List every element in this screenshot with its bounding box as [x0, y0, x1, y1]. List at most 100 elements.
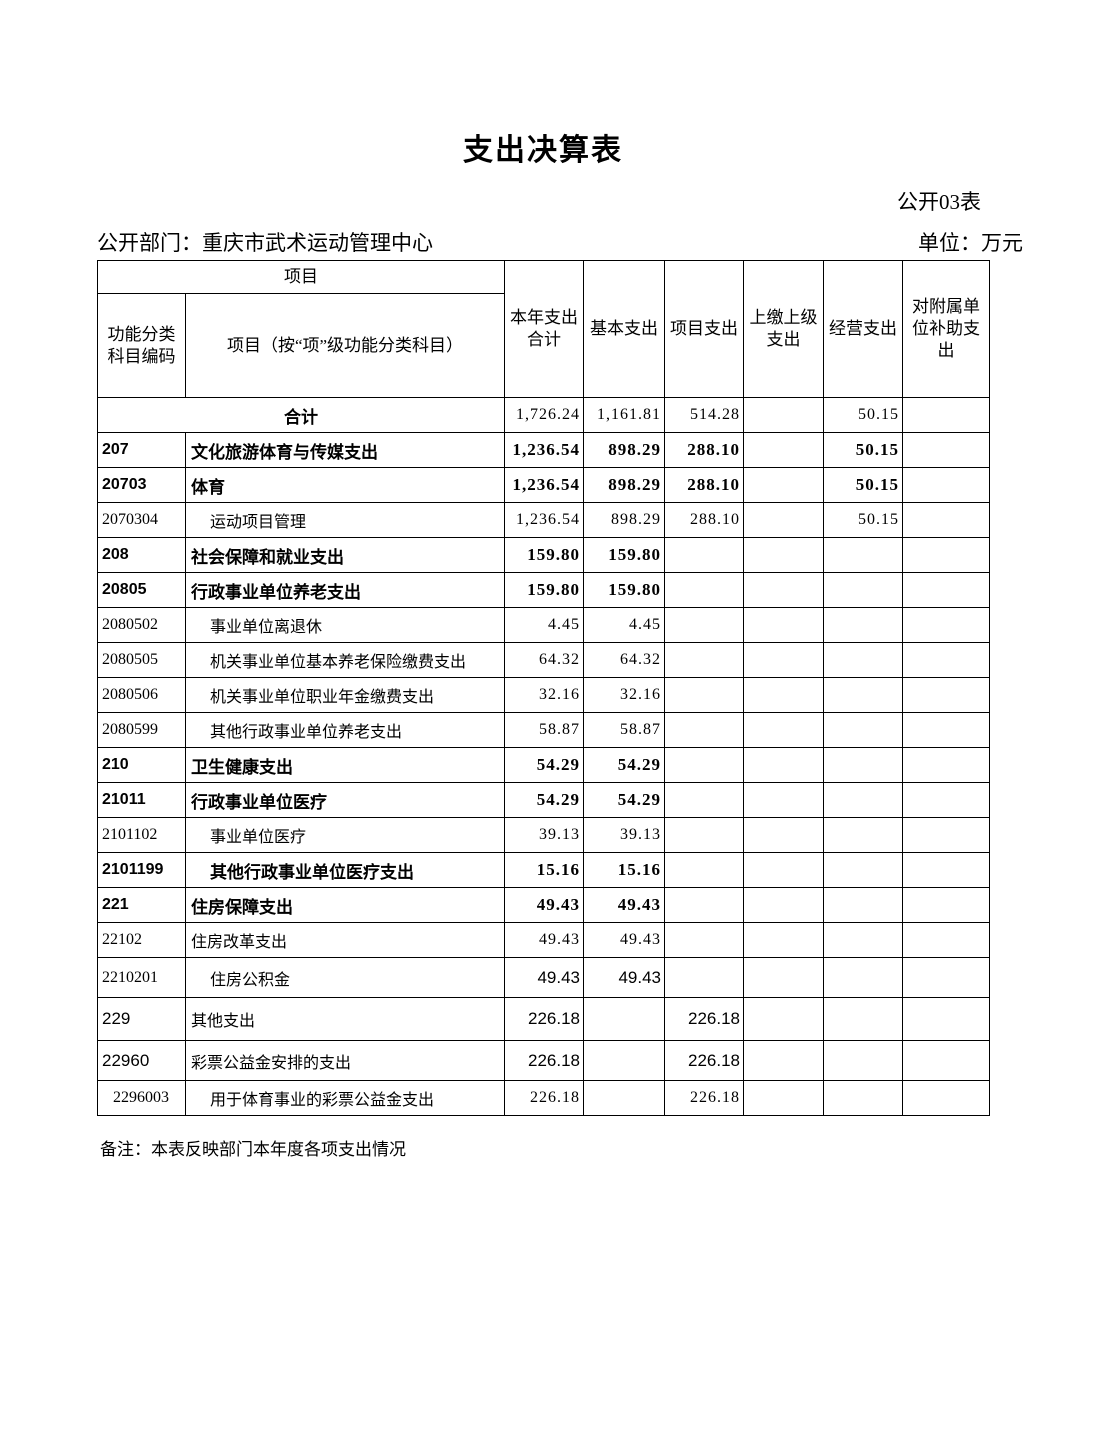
value-cell [583, 1040, 665, 1081]
value-cell [664, 922, 744, 958]
header-col-operating: 经营支出 [823, 260, 903, 398]
value-cell: 1,726.24 [504, 397, 584, 433]
unit-label: 单位：万元 [918, 231, 1023, 255]
value-cell: 50.15 [823, 397, 903, 433]
value-cell [902, 817, 990, 853]
value-cell [823, 957, 903, 998]
item-name-cell: 文化旅游体育与传媒支出 [185, 432, 505, 468]
table-row: 221 住房保障支出 49.43 49.43 [97, 887, 990, 923]
value-cell: 226.18 [664, 997, 744, 1041]
header-col-basic: 基本支出 [583, 260, 665, 398]
value-cell [743, 1040, 824, 1081]
page-title: 支出决算表 [463, 134, 623, 167]
value-cell: 514.28 [664, 397, 744, 433]
item-name-cell: 其他行政事业单位医疗支出 [185, 852, 505, 888]
code-cell: 20805 [97, 572, 186, 608]
value-cell [743, 607, 824, 643]
value-cell: 39.13 [504, 817, 584, 853]
value-cell: 1,161.81 [583, 397, 665, 433]
value-cell: 288.10 [664, 467, 744, 503]
value-cell [902, 922, 990, 958]
header-row-group: 项目 本年支出合计 基本支出 项目支出 上缴上级支出 经营支出 对附属单位补助支… [97, 260, 990, 398]
code-cell: 2080505 [97, 642, 186, 678]
value-cell: 15.16 [583, 852, 665, 888]
value-cell: 159.80 [504, 572, 584, 608]
value-cell [743, 922, 824, 958]
value-cell: 898.29 [583, 432, 665, 468]
item-name-cell: 卫生健康支出 [185, 747, 505, 783]
value-cell [823, 997, 903, 1041]
item-name-cell: 彩票公益金安排的支出 [185, 1040, 505, 1081]
item-name-cell: 社会保障和就业支出 [185, 537, 505, 573]
value-cell: 226.18 [504, 1080, 584, 1116]
table-row: 22960 彩票公益金安排的支出 226.18 226.18 [97, 1040, 990, 1081]
table-row: 2080505 机关事业单位基本养老保险缴费支出 64.32 64.32 [97, 642, 990, 678]
value-cell [743, 502, 824, 538]
value-cell [823, 642, 903, 678]
value-cell: 64.32 [583, 642, 665, 678]
value-cell [583, 1080, 665, 1116]
table-row: 2070304 运动项目管理 1,236.54 898.29 288.10 50.15 [97, 502, 990, 538]
value-cell: 226.18 [664, 1080, 744, 1116]
header-col-item: 项目（按“项”级功能分类科目） [185, 293, 505, 398]
value-cell [664, 782, 744, 818]
value-cell: 32.16 [583, 677, 665, 713]
header-col-total: 本年支出合计 [504, 260, 584, 398]
item-name-cell: 用于体育事业的彩票公益金支出 [185, 1080, 505, 1116]
value-cell: 49.43 [583, 887, 665, 923]
item-name-cell: 运动项目管理 [185, 502, 505, 538]
code-cell: 2080502 [97, 607, 186, 643]
value-cell [743, 817, 824, 853]
form-code: 公开03表 [897, 190, 981, 214]
value-cell: 288.10 [664, 432, 744, 468]
value-cell: 1,236.54 [504, 502, 584, 538]
value-cell [823, 1040, 903, 1081]
code-cell: 221 [97, 887, 186, 923]
value-cell [902, 712, 990, 748]
value-cell: 54.29 [504, 782, 584, 818]
expenditure-table: 项目 本年支出合计 基本支出 项目支出 上缴上级支出 经营支出 对附属单位补助支… [97, 260, 990, 1116]
department-label: 公开部门：重庆市武术运动管理中心 [97, 231, 433, 255]
value-cell [902, 432, 990, 468]
code-cell: 2080599 [97, 712, 186, 748]
value-cell [664, 957, 744, 998]
code-cell: 21011 [97, 782, 186, 818]
table-row: 20703 体育 1,236.54 898.29 288.10 50.15 [97, 467, 990, 503]
value-cell: 288.10 [664, 502, 744, 538]
value-cell [664, 817, 744, 853]
code-cell: 2210201 [97, 957, 186, 998]
value-cell [664, 712, 744, 748]
code-cell: 210 [97, 747, 186, 783]
table-row: 20805 行政事业单位养老支出 159.80 159.80 [97, 572, 990, 608]
value-cell [823, 817, 903, 853]
item-name-cell: 机关事业单位基本养老保险缴费支出 [185, 642, 505, 678]
code-cell: 2101199 [97, 852, 186, 888]
value-cell: 49.43 [583, 922, 665, 958]
value-cell [823, 677, 903, 713]
item-name-cell: 机关事业单位职业年金缴费支出 [185, 677, 505, 713]
table-row: 21011 行政事业单位医疗 54.29 54.29 [97, 782, 990, 818]
value-cell [743, 852, 824, 888]
header-col-code: 功能分类科目编码 [97, 293, 186, 398]
header-project-group: 项目 [97, 260, 505, 294]
value-cell [664, 887, 744, 923]
meta-line: 公开部门：重庆市武术运动管理中心 单位：万元 [97, 230, 1023, 256]
value-cell: 32.16 [504, 677, 584, 713]
code-cell: 207 [97, 432, 186, 468]
value-cell: 4.45 [504, 607, 584, 643]
value-cell [664, 642, 744, 678]
table-row: 合计 1,726.24 1,161.81 514.28 50.15 [97, 397, 990, 433]
item-name-cell: 其他支出 [185, 997, 505, 1041]
value-cell: 1,236.54 [504, 432, 584, 468]
value-cell [902, 747, 990, 783]
value-cell: 64.32 [504, 642, 584, 678]
value-cell: 54.29 [504, 747, 584, 783]
table-row: 2101102 事业单位医疗 39.13 39.13 [97, 817, 990, 853]
value-cell [902, 887, 990, 923]
table-row: 2296003 用于体育事业的彩票公益金支出 226.18 226.18 [97, 1080, 990, 1116]
value-cell [743, 572, 824, 608]
value-cell [902, 997, 990, 1041]
value-cell [823, 852, 903, 888]
value-cell [743, 782, 824, 818]
